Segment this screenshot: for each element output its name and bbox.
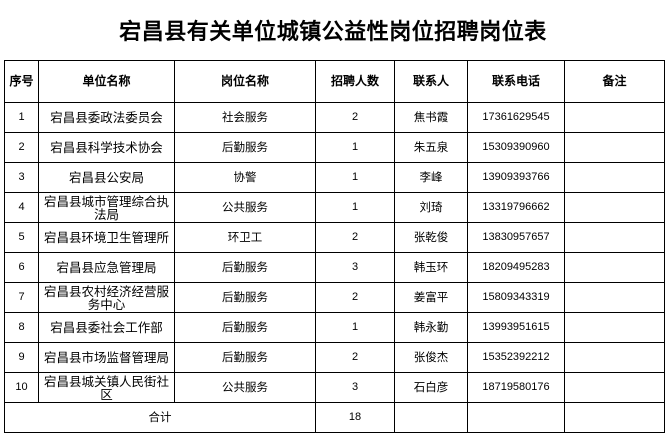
cell-seq: 9 — [4, 342, 39, 373]
table-row: 10 宕昌县城关镇人民街社区 公共服务 3 石白彦 18719580176 — [4, 372, 665, 403]
cell-contact: 张俊杰 — [394, 342, 468, 373]
cell-phone: 15309390960 — [467, 132, 565, 163]
cell-unit: 宕昌县城市管理综合执法局 — [38, 192, 175, 223]
cell-seq: 3 — [4, 162, 39, 193]
cell-note — [564, 312, 665, 343]
cell-seq: 8 — [4, 312, 39, 343]
cell-note — [564, 282, 665, 313]
cell-phone: 18209495283 — [467, 252, 565, 283]
cell-contact: 姜富平 — [394, 282, 468, 313]
cell-position: 后勤服务 — [174, 132, 316, 163]
cell-unit: 宕昌县市场监督管理局 — [38, 342, 175, 373]
cell-unit: 宕昌县委社会工作部 — [38, 312, 175, 343]
table-row: 4 宕昌县城市管理综合执法局 公共服务 1 刘琦 13319796662 — [4, 192, 665, 223]
cell-unit: 宕昌县应急管理局 — [38, 252, 175, 283]
cell-position: 公共服务 — [174, 372, 316, 403]
header-phone: 联系电话 — [467, 60, 565, 103]
cell-contact: 韩永勤 — [394, 312, 468, 343]
header-position: 岗位名称 — [174, 60, 316, 103]
header-row: 序号 单位名称 岗位名称 招聘人数 联系人 联系电话 备注 — [4, 60, 665, 103]
cell-note — [564, 342, 665, 373]
cell-phone: 13319796662 — [467, 192, 565, 223]
cell-position: 后勤服务 — [174, 312, 316, 343]
table-row: 9 宕昌县市场监督管理局 后勤服务 2 张俊杰 15352392212 — [4, 342, 665, 373]
cell-contact: 石白彦 — [394, 372, 468, 403]
cell-contact: 焦书霞 — [394, 102, 468, 133]
cell-contact: 张乾俊 — [394, 222, 468, 253]
cell-seq: 10 — [4, 372, 39, 403]
cell-phone: 13909393766 — [467, 162, 565, 193]
cell-seq: 2 — [4, 132, 39, 163]
cell-phone: 15352392212 — [467, 342, 565, 373]
table-row: 3 宕昌县公安局 协警 1 李峰 13909393766 — [4, 162, 665, 193]
cell-contact: 李峰 — [394, 162, 468, 193]
cell-phone: 13993951615 — [467, 312, 565, 343]
cell-unit: 宕昌县农村经济经营服务中心 — [38, 282, 175, 313]
cell-seq: 6 — [4, 252, 39, 283]
header-unit: 单位名称 — [38, 60, 175, 103]
cell-seq: 5 — [4, 222, 39, 253]
cell-unit: 宕昌县委政法委员会 — [38, 102, 175, 133]
cell-count: 3 — [315, 372, 395, 403]
cell-note — [564, 192, 665, 223]
cell-count: 2 — [315, 282, 395, 313]
total-row: 合计 18 — [4, 402, 665, 433]
table-row: 8 宕昌县委社会工作部 后勤服务 1 韩永勤 13993951615 — [4, 312, 665, 343]
cell-seq: 4 — [4, 192, 39, 223]
cell-count: 2 — [315, 102, 395, 133]
total-count: 18 — [315, 402, 395, 433]
cell-contact: 朱五泉 — [394, 132, 468, 163]
cell-phone: 13830957657 — [467, 222, 565, 253]
table-row: 2 宕昌县科学技术协会 后勤服务 1 朱五泉 15309390960 — [4, 132, 665, 163]
cell-position: 后勤服务 — [174, 252, 316, 283]
recruitment-table: 序号 单位名称 岗位名称 招聘人数 联系人 联系电话 备注 1 宕昌县委政法委员会 社会服务 2 焦… — [4, 60, 665, 433]
cell-count: 1 — [315, 162, 395, 193]
cell-unit: 宕昌县城关镇人民街社区 — [38, 372, 175, 403]
cell-position: 后勤服务 — [174, 342, 316, 373]
header-count: 招聘人数 — [315, 60, 395, 103]
cell-empty — [467, 402, 565, 433]
cell-count: 1 — [315, 132, 395, 163]
header-contact: 联系人 — [394, 60, 468, 103]
cell-seq: 1 — [4, 102, 39, 133]
cell-position: 公共服务 — [174, 192, 316, 223]
cell-note — [564, 102, 665, 133]
header-seq: 序号 — [4, 60, 39, 103]
cell-note — [564, 222, 665, 253]
cell-contact: 刘琦 — [394, 192, 468, 223]
cell-count: 3 — [315, 252, 395, 283]
table-row: 6 宕昌县应急管理局 后勤服务 3 韩玉环 18209495283 — [4, 252, 665, 283]
cell-unit: 宕昌县科学技术协会 — [38, 132, 175, 163]
table-row: 7 宕昌县农村经济经营服务中心 后勤服务 2 姜富平 15809343319 — [4, 282, 665, 313]
cell-note — [564, 252, 665, 283]
cell-position: 社会服务 — [174, 102, 316, 133]
cell-seq: 7 — [4, 282, 39, 313]
cell-note — [564, 372, 665, 403]
cell-count: 1 — [315, 192, 395, 223]
cell-count: 2 — [315, 222, 395, 253]
cell-contact: 韩玉环 — [394, 252, 468, 283]
cell-phone: 18719580176 — [467, 372, 565, 403]
cell-position: 协警 — [174, 162, 316, 193]
cell-position: 后勤服务 — [174, 282, 316, 313]
table-row: 5 宕昌县环境卫生管理所 环卫工 2 张乾俊 13830957657 — [4, 222, 665, 253]
cell-unit: 宕昌县环境卫生管理所 — [38, 222, 175, 253]
cell-unit: 宕昌县公安局 — [38, 162, 175, 193]
cell-empty — [394, 402, 468, 433]
total-label: 合计 — [4, 402, 316, 433]
cell-count: 2 — [315, 342, 395, 373]
header-note: 备注 — [564, 60, 665, 103]
cell-phone: 15809343319 — [467, 282, 565, 313]
cell-empty — [564, 402, 665, 433]
table-row: 1 宕昌县委政法委员会 社会服务 2 焦书霞 17361629545 — [4, 102, 665, 133]
cell-note — [564, 132, 665, 163]
page-title: 宕昌县有关单位城镇公益性岗位招聘岗位表 — [119, 19, 547, 45]
cell-phone: 17361629545 — [467, 102, 565, 133]
cell-position: 环卫工 — [174, 222, 316, 253]
cell-note — [564, 162, 665, 193]
cell-count: 1 — [315, 312, 395, 343]
